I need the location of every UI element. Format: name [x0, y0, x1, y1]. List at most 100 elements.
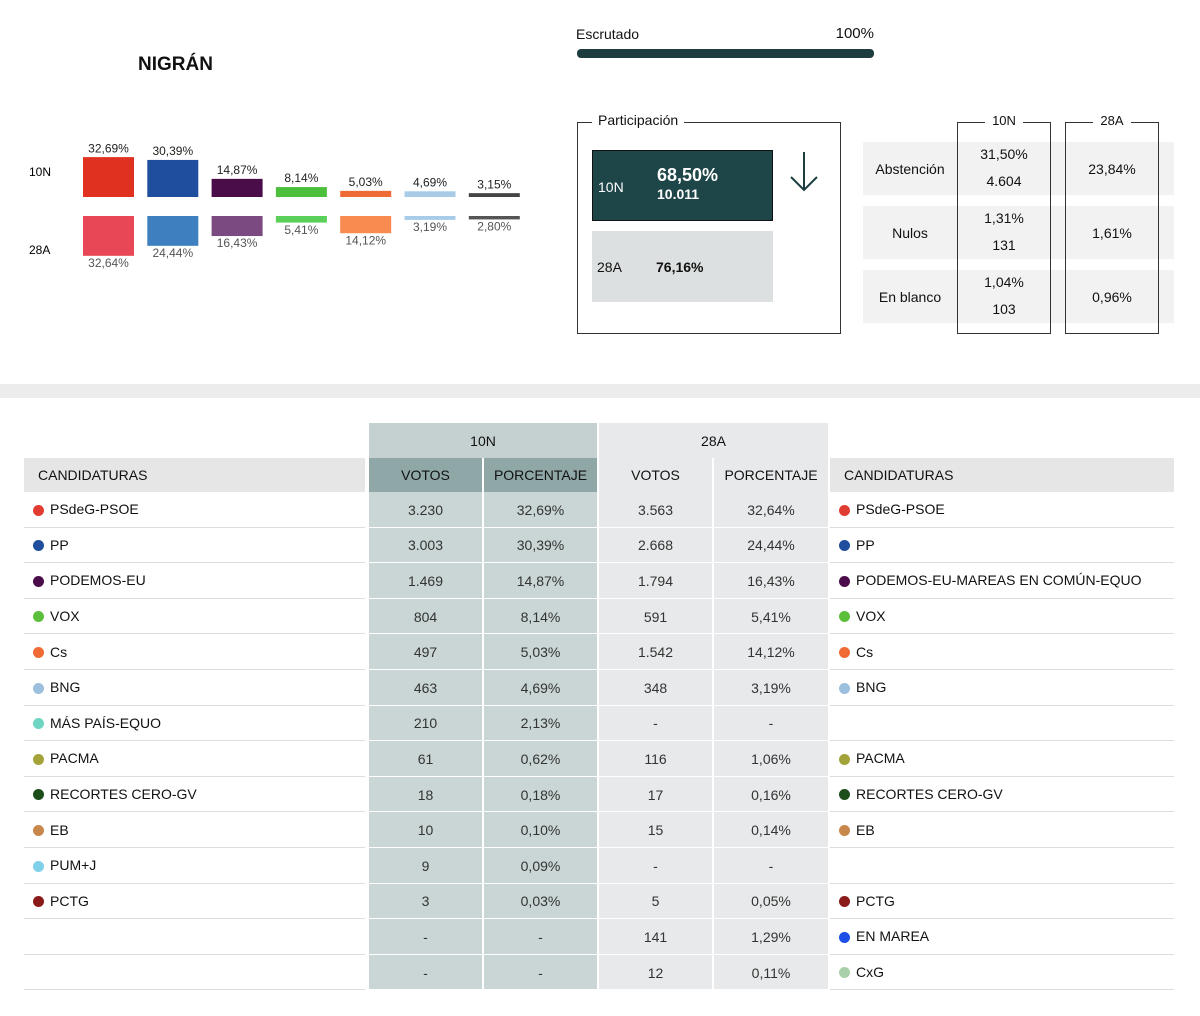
cell: 210 — [369, 705, 482, 742]
cell-line — [599, 597, 712, 599]
cell: 12 — [599, 954, 712, 991]
cell-line — [599, 669, 712, 670]
col-header: 10N — [985, 113, 1023, 128]
bar — [83, 216, 134, 256]
cell: - — [599, 848, 712, 884]
value-label: 32,69% — [88, 141, 129, 155]
cell-line — [484, 811, 597, 813]
column-header: PORCENTAJE — [484, 458, 597, 492]
pct: 0,96% — [1092, 288, 1132, 305]
cell: BNG — [830, 670, 1174, 706]
party-dot — [33, 718, 44, 730]
cell-line — [599, 704, 712, 706]
cell: EB — [830, 812, 1174, 848]
cell: PP — [24, 528, 365, 564]
value-label: 4,69% — [413, 175, 447, 189]
cell-line — [484, 953, 597, 955]
cell-line — [484, 775, 597, 777]
bar — [468, 193, 520, 197]
participacion-title: Participación — [592, 112, 685, 128]
cell: 0,62% — [484, 741, 597, 777]
value-label: 3,15% — [477, 177, 511, 191]
value-label: 16,43% — [217, 236, 258, 250]
value-label: 8,14% — [284, 171, 318, 185]
escrutado-value: 100% — [835, 25, 874, 42]
column-header: CANDIDATURAS — [24, 458, 365, 492]
progress-bar — [577, 49, 874, 58]
cell-line — [599, 811, 712, 813]
bar — [211, 178, 263, 197]
cell-line — [369, 918, 482, 920]
party-dot — [33, 611, 44, 623]
cell: Cs — [24, 634, 365, 670]
cell-line — [484, 704, 597, 706]
cell-line — [369, 669, 482, 670]
value-label: 24,44% — [152, 246, 193, 260]
cell: 30,39% — [484, 527, 597, 564]
cell: PP — [830, 528, 1174, 564]
party-dot — [839, 504, 850, 516]
cell: - — [484, 954, 597, 991]
cell-line — [714, 847, 828, 848]
cell: 497 — [369, 634, 482, 670]
cell: 17 — [599, 776, 712, 813]
cell-line — [714, 633, 828, 635]
cell-line — [714, 704, 828, 706]
cell: 1.542 — [599, 634, 712, 670]
cell: VOX — [830, 599, 1174, 635]
title: NIGRÁN — [138, 54, 213, 75]
party-dot — [33, 646, 44, 658]
cell: PACMA — [24, 741, 365, 777]
value-label: 30,39% — [152, 144, 193, 158]
cell: - — [714, 705, 828, 742]
cell: 5 — [599, 883, 712, 920]
votes: 131 — [992, 237, 1016, 253]
cell-line — [599, 562, 712, 564]
party-dot — [839, 824, 850, 836]
cell-line — [714, 526, 828, 528]
votes: 4.604 — [986, 173, 1022, 189]
cell: PODEMOS-EU — [24, 563, 365, 599]
party-dot — [33, 682, 44, 694]
cell: PODEMOS-EU-MAREAS EN COMÚN-EQUO — [830, 563, 1174, 599]
cell: 0,18% — [484, 776, 597, 813]
cell: - — [599, 705, 712, 742]
cell: 116 — [599, 741, 712, 777]
cell: - — [369, 954, 482, 991]
row-name: Nulos — [892, 224, 928, 241]
pct: 1,31% — [984, 210, 1024, 226]
cell-line — [484, 597, 597, 599]
series-name: 28A — [29, 243, 50, 257]
party-dot — [33, 540, 44, 552]
cell: 591 — [599, 598, 712, 635]
cell: 804 — [369, 598, 482, 635]
cell-line — [714, 740, 828, 742]
cell-line — [484, 989, 597, 991]
cell: 3.003 — [369, 527, 482, 564]
cell-line — [369, 811, 482, 813]
party-dot — [839, 931, 850, 943]
cell — [830, 848, 1174, 884]
cell-line — [484, 669, 597, 670]
cell-line — [369, 597, 482, 599]
cell-line — [369, 704, 482, 706]
cell: 0,14% — [714, 812, 828, 848]
party-dot — [839, 896, 850, 908]
bar — [404, 191, 456, 197]
cell: EN MAREA — [830, 919, 1174, 955]
cell-line — [714, 669, 828, 670]
party-dot — [839, 646, 850, 658]
cell-line — [484, 882, 597, 884]
cell: 0,16% — [714, 776, 828, 813]
party-dot — [33, 753, 44, 765]
cell: - — [484, 919, 597, 955]
separator — [0, 384, 1200, 398]
cell: PACMA — [830, 741, 1174, 777]
cell-line — [484, 918, 597, 920]
bar — [468, 216, 520, 220]
pct: 68,50% — [657, 165, 719, 185]
cell: - — [369, 919, 482, 955]
row-name: En blanco — [878, 288, 942, 305]
cell: - — [714, 848, 828, 884]
